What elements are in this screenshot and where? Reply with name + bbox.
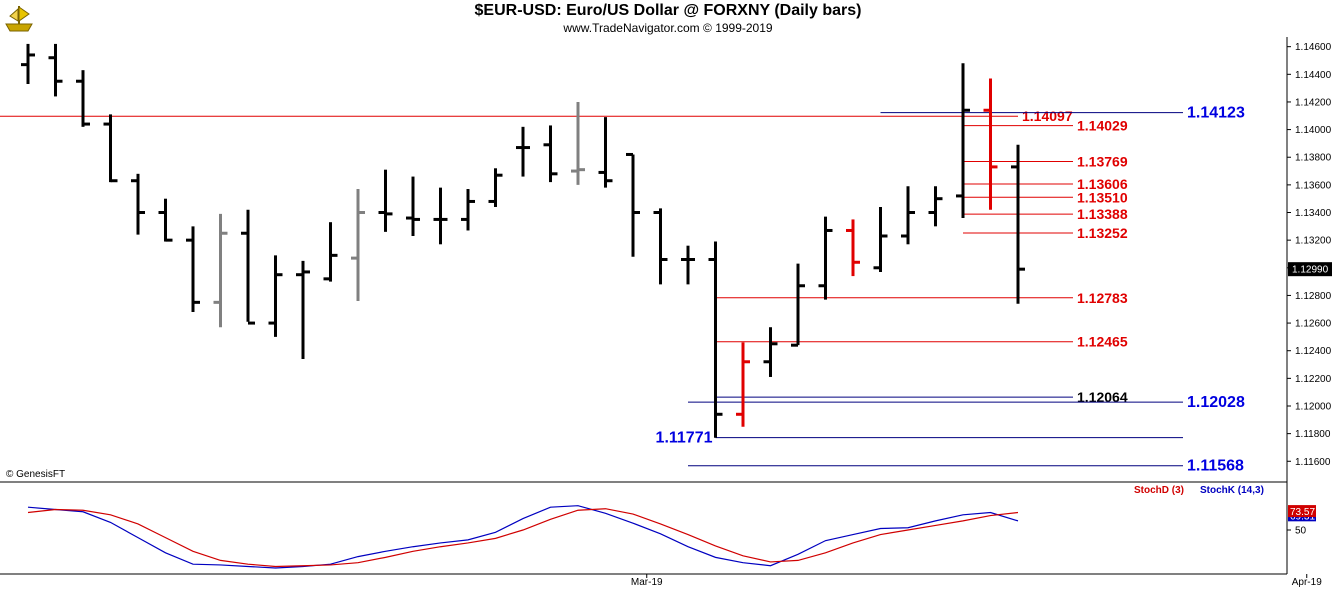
ohlc-bar <box>708 241 723 438</box>
price-tick-label: 1.12400 <box>1295 346 1332 357</box>
price-tick-label: 1.12000 <box>1295 401 1332 412</box>
ohlc-bar <box>351 189 365 301</box>
red_levels-label: 1.13606 <box>1077 176 1128 192</box>
ohlc-bar <box>818 216 833 300</box>
price-tick-label: 1.14600 <box>1295 42 1332 53</box>
ohlc-bar <box>21 43 35 84</box>
blue_levels-label: 1.14123 <box>1187 105 1245 122</box>
ohlc-bar <box>186 226 200 313</box>
ohlc-bar <box>516 126 530 177</box>
ohlc-bar <box>956 63 970 219</box>
price-tick-label: 1.12200 <box>1295 374 1332 385</box>
red_levels-label: 1.14029 <box>1077 118 1128 134</box>
price-tick-label: 1.11600 <box>1295 457 1331 468</box>
stoch-series-line <box>27 508 1019 568</box>
ohlc-bar <box>873 206 888 272</box>
ohlc-bar <box>626 152 640 257</box>
last-price-tag <box>1288 262 1332 277</box>
ohlc-bar <box>296 260 310 360</box>
ohlc-bar <box>406 176 420 237</box>
ohlc-bar <box>1011 144 1025 304</box>
ohlc-bar <box>158 198 173 242</box>
red_levels-label: 1.12465 <box>1077 334 1128 350</box>
stochd-value-tag <box>1288 505 1316 518</box>
legend-stochk: StochK (14,3) <box>1200 485 1264 496</box>
black_levels-label: 1.12064 <box>1077 389 1128 405</box>
ohlc-bar <box>323 222 338 282</box>
ohlc-bar <box>461 189 475 231</box>
price-bars <box>21 43 1025 438</box>
ohlc-bar <box>763 327 778 377</box>
ohlc-bar <box>76 70 90 127</box>
last-price-label: 1.12990 <box>1292 265 1329 276</box>
chart-subtitle: www.TradeNavigator.com © 1999-2019 <box>563 21 773 35</box>
ohlc-bar <box>241 209 255 325</box>
ohlc-bar <box>983 78 998 210</box>
ohlc-bar <box>103 114 118 183</box>
red_levels-label: 1.12783 <box>1077 290 1128 306</box>
price-tick-label: 1.13200 <box>1295 236 1332 247</box>
ohlc-bar <box>131 173 145 235</box>
red_levels-label: 1.13510 <box>1077 189 1128 205</box>
blue_levels-label: 1.11771 <box>656 430 713 447</box>
price-tick-label: 1.14200 <box>1295 97 1332 108</box>
stoch-series-line <box>27 505 1019 569</box>
ohlc-bar <box>681 245 695 285</box>
chart-header: $EUR-USD: Euro/US Dollar @ FORXNY (Daily… <box>0 0 1336 37</box>
ohlc-bar <box>653 208 668 285</box>
stochd-value-label: 73.57 <box>1290 507 1315 518</box>
ohlc-bar <box>488 168 503 207</box>
ship-logo-icon <box>2 2 36 34</box>
price-tick-label: 1.12800 <box>1295 291 1332 302</box>
ohlc-bar <box>928 186 943 227</box>
ohlc-bar <box>736 342 750 427</box>
ohlc-bar <box>433 187 448 245</box>
ohlc-bar <box>268 255 283 337</box>
ohlc-bar <box>791 263 805 347</box>
legend-stochd: StochD (3) <box>1134 485 1184 496</box>
ohlc-bar <box>378 169 393 232</box>
ohlc-bar <box>571 101 585 185</box>
ohlc-bar <box>543 125 558 183</box>
price-tick-label: 1.13600 <box>1295 180 1332 191</box>
price-tick-label: 1.13400 <box>1295 208 1332 219</box>
date-tick-label: Mar-19 <box>631 577 663 588</box>
date-tick-label: Apr-19 <box>1292 577 1322 588</box>
price-tick-label: 1.13800 <box>1295 153 1332 164</box>
ohlc-bar <box>846 219 860 277</box>
price-tick-label: 1.14000 <box>1295 125 1332 136</box>
price-tick-label: 1.11800 <box>1295 429 1331 440</box>
stoch-tick-label: 50 <box>1295 526 1307 537</box>
ohlc-bar <box>901 186 915 245</box>
red_levels-label: 1.13252 <box>1077 225 1128 241</box>
price-tick-label: 1.12600 <box>1295 319 1332 330</box>
copyright-text: © GenesisFT <box>6 469 65 480</box>
price-axis: 1.14600 1.14400 1.14200 1.14000 1.13800 1.136… <box>1287 42 1332 468</box>
ohlc-bar <box>598 117 613 188</box>
blue_levels-label: 1.11568 <box>1187 458 1244 475</box>
ohlc-bar <box>48 43 63 97</box>
chart-title: $EUR-USD: Euro/US Dollar @ FORXNY (Daily… <box>474 2 862 19</box>
red_levels-label: 1.14097 <box>1022 108 1073 124</box>
price-tick-label: 1.14400 <box>1295 70 1332 81</box>
red_levels-label: 1.13388 <box>1077 206 1128 222</box>
blue_levels-label: 1.12028 <box>1187 394 1245 411</box>
date-axis: Mar-19 Apr-19 <box>631 574 1322 588</box>
red_levels-label: 1.13769 <box>1077 154 1128 170</box>
ohlc-bar <box>213 213 228 328</box>
